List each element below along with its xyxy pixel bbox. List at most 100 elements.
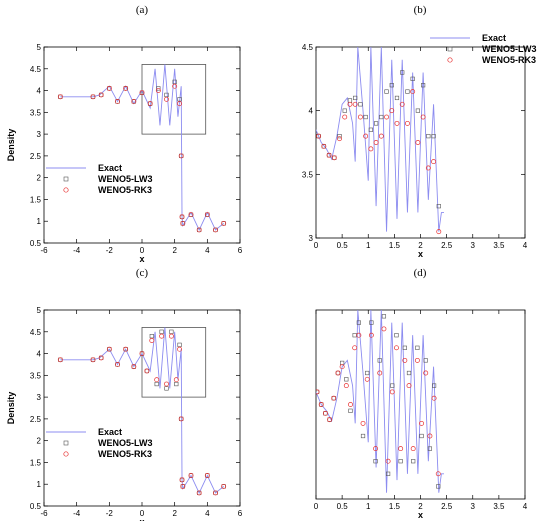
x-tick-label: 0: [314, 241, 319, 250]
data-point-square: [172, 79, 177, 84]
legend-entry-label: Exact: [482, 33, 506, 43]
data-point-circle: [368, 332, 374, 338]
legend-entry-label: WENO5-RK3: [482, 55, 536, 65]
data-point-square: [344, 377, 349, 382]
data-point-circle: [204, 212, 210, 218]
data-point-circle: [420, 114, 426, 120]
data-point-square: [373, 459, 378, 464]
data-point-circle: [423, 370, 429, 376]
data-point-circle: [168, 333, 174, 339]
data-point-circle: [131, 364, 137, 370]
data-point-square: [373, 121, 379, 126]
data-point-square: [386, 471, 391, 476]
x-tick-label: -4: [73, 246, 81, 255]
data-point-square: [381, 314, 387, 319]
x-tick-label: 2: [418, 241, 423, 250]
data-point-circle: [368, 146, 374, 152]
x-axis-label: x: [418, 249, 423, 259]
data-point-circle: [406, 383, 412, 389]
legend-entry-label: WENO5-LW3: [98, 438, 153, 448]
x-tick-label: 0.5: [337, 502, 349, 511]
x-axis-label: x: [418, 510, 423, 520]
data-point-circle: [139, 90, 145, 96]
data-point-square: [431, 383, 437, 388]
legend-entry-label: WENO5-LW3: [98, 174, 153, 184]
legend-entry-label: Exact: [98, 163, 122, 173]
y-tick-label: 2: [37, 174, 42, 183]
data-point-circle: [427, 433, 433, 439]
data-point-square: [421, 83, 426, 88]
x-tick-label: 2: [418, 502, 423, 511]
x-tick-label: 2: [172, 509, 177, 518]
data-point-circle: [373, 140, 379, 145]
y-tick-label: 1.5: [30, 458, 42, 467]
legend-swatch-circle: [447, 57, 453, 63]
series-line-exact: [60, 64, 224, 231]
chart-panel: (c) -6 -4 -2 0 2 4 6 0.5 1 1.5 2 2.5 3 3.5 4 4.5 5 x Densit…: [6, 267, 243, 521]
data-point-circle: [213, 227, 218, 233]
data-point-square: [379, 114, 384, 120]
y-tick-label: 3: [37, 130, 42, 139]
data-point-square: [177, 97, 182, 102]
y-tick-label: 0.5: [30, 239, 42, 248]
zoom-region-box: [141, 327, 207, 398]
data-point-circle: [98, 92, 104, 98]
data-point-square: [164, 386, 169, 391]
data-point-square: [358, 102, 363, 107]
chart-panel: (a) -6 -4 -2 0 2 4 6 0.5 1 1.5 2 2.5 3 3.5 4 4.5 5 x Densit…: [6, 4, 243, 264]
x-tick-label: 3: [471, 502, 476, 511]
data-point-circle: [394, 345, 399, 351]
y-tick-label: 4: [309, 107, 314, 116]
data-point-circle: [348, 402, 353, 407]
data-point-circle: [389, 108, 395, 114]
x-tick-label: 0: [314, 502, 319, 511]
data-point-circle: [337, 136, 342, 142]
data-point-square: [411, 459, 416, 464]
x-tick-label: 4: [523, 502, 528, 511]
data-point-circle: [177, 101, 183, 107]
data-point-circle: [394, 120, 400, 126]
data-point-circle: [188, 212, 194, 218]
data-point-circle: [364, 376, 370, 382]
x-tick-label: 0: [140, 246, 145, 255]
data-point-square: [390, 383, 395, 388]
legend-swatch-square: [447, 46, 453, 52]
x-tick-label: 4: [205, 246, 210, 255]
data-point-circle: [343, 383, 349, 389]
data-point-circle: [410, 446, 416, 452]
data-point-circle: [213, 490, 218, 496]
data-point-circle: [321, 143, 327, 149]
data-point-circle: [139, 351, 145, 357]
plot-area: [316, 310, 445, 493]
data-point-circle: [147, 101, 153, 107]
data-point-circle: [155, 88, 161, 94]
data-point-circle: [404, 120, 410, 126]
data-point-circle: [352, 345, 358, 351]
series-line-exact: [60, 327, 224, 494]
data-point-square: [337, 134, 342, 139]
data-point-circle: [398, 446, 404, 452]
y-tick-label: 2.5: [30, 152, 42, 161]
data-point-circle: [419, 420, 424, 426]
plot-area: [316, 47, 445, 235]
data-point-square: [377, 358, 382, 363]
data-point-circle: [331, 395, 337, 401]
data-point-square: [156, 86, 161, 91]
data-point-circle: [57, 357, 63, 363]
x-tick-label: 2.5: [441, 241, 453, 250]
data-point-circle: [90, 357, 96, 363]
x-tick-label: 4: [205, 509, 210, 518]
data-point-circle: [356, 332, 362, 338]
data-point-circle: [436, 229, 442, 235]
x-tick-label: -6: [40, 246, 48, 255]
y-tick-label: 4.5: [30, 328, 42, 337]
x-tick-label: 1.5: [389, 241, 401, 250]
data-point-circle: [435, 471, 441, 477]
x-tick-label: -2: [106, 246, 114, 255]
x-tick-label: 0: [140, 509, 145, 518]
plot-area: [57, 327, 227, 496]
data-point-circle: [363, 133, 369, 139]
data-point-circle: [172, 83, 178, 89]
